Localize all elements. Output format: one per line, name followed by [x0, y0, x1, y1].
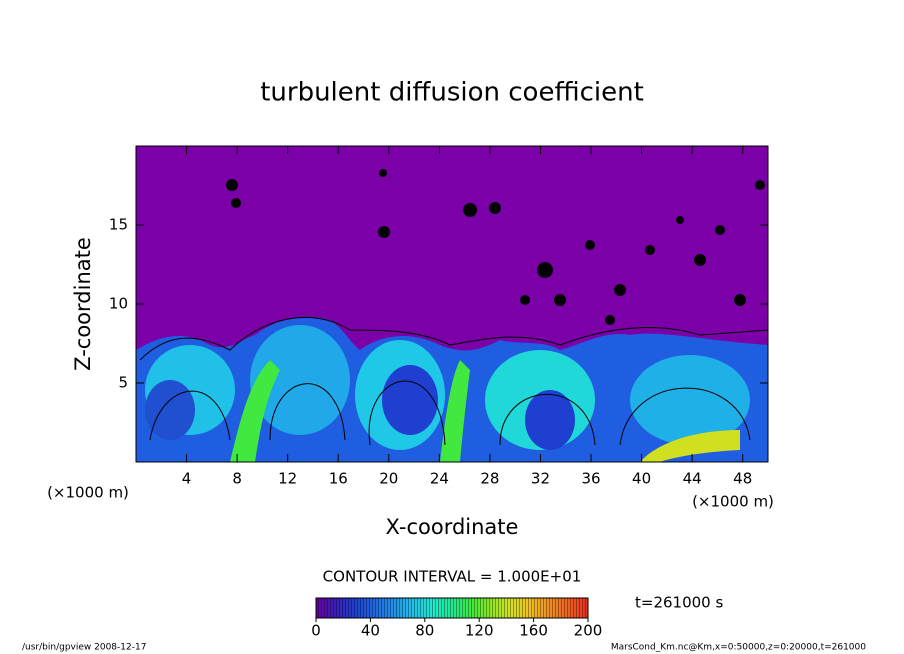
field	[136, 146, 768, 462]
colorbar-frame	[315, 597, 589, 619]
x-tick-label: 40	[632, 470, 651, 488]
x-tick-label: 44	[683, 470, 702, 488]
y-tick-label: 15	[109, 216, 128, 234]
x-tick-label: 4	[182, 470, 192, 488]
x-tick-label: 48	[733, 470, 752, 488]
footer-left: /usr/bin/gpview 2008-12-17	[22, 643, 146, 653]
plume	[640, 430, 740, 462]
eddy	[630, 355, 750, 445]
footer-right: MarsCond_Km.nc@Km,x=0:50000,z=0:20000,t=…	[611, 643, 866, 653]
colorbar-tick-label: 160	[519, 622, 548, 640]
colorbar-tick-label: 80	[415, 622, 434, 640]
x-tick-label: 8	[232, 470, 242, 488]
x-tick-label: 16	[329, 470, 348, 488]
eddy	[250, 325, 350, 435]
x-tick-label: 36	[581, 470, 600, 488]
colorbar-tick-label: 40	[361, 622, 380, 640]
y-axis-label: Z-coordinate	[71, 237, 95, 371]
x-unit: (×1000 m)	[47, 484, 129, 502]
x-tick-label: 12	[278, 470, 297, 488]
x-tick-label: 32	[531, 470, 550, 488]
colorbar-tick-label: 120	[465, 622, 494, 640]
plume	[230, 360, 280, 462]
y-tick-label: 5	[118, 374, 128, 392]
x-unit: (×1000 m)	[692, 493, 774, 511]
colorbar-lines	[316, 598, 588, 618]
eddy-core	[382, 365, 438, 435]
chart-title: turbulent diffusion coefficient	[260, 78, 644, 108]
y-tick-label: 10	[109, 295, 128, 313]
small-eddies	[226, 169, 765, 325]
plume	[440, 360, 470, 462]
x-tick-label: 24	[430, 470, 449, 488]
x-tick-label: 28	[480, 470, 499, 488]
colorbar-axis: 0 40 80 120 160 200	[311, 618, 602, 640]
contours	[139, 316, 768, 446]
eddy-core	[525, 390, 575, 450]
contour-interval: CONTOUR INTERVAL = 1.000E+01	[323, 568, 582, 586]
colorbar-tick-label: 0	[311, 622, 321, 640]
eddy-core	[145, 380, 195, 440]
x-tick-label: 20	[379, 470, 398, 488]
colorbar-tick-label: 200	[574, 622, 603, 640]
time-label: t=261000 s	[635, 594, 723, 612]
x-axis-label: X-coordinate	[386, 515, 519, 539]
